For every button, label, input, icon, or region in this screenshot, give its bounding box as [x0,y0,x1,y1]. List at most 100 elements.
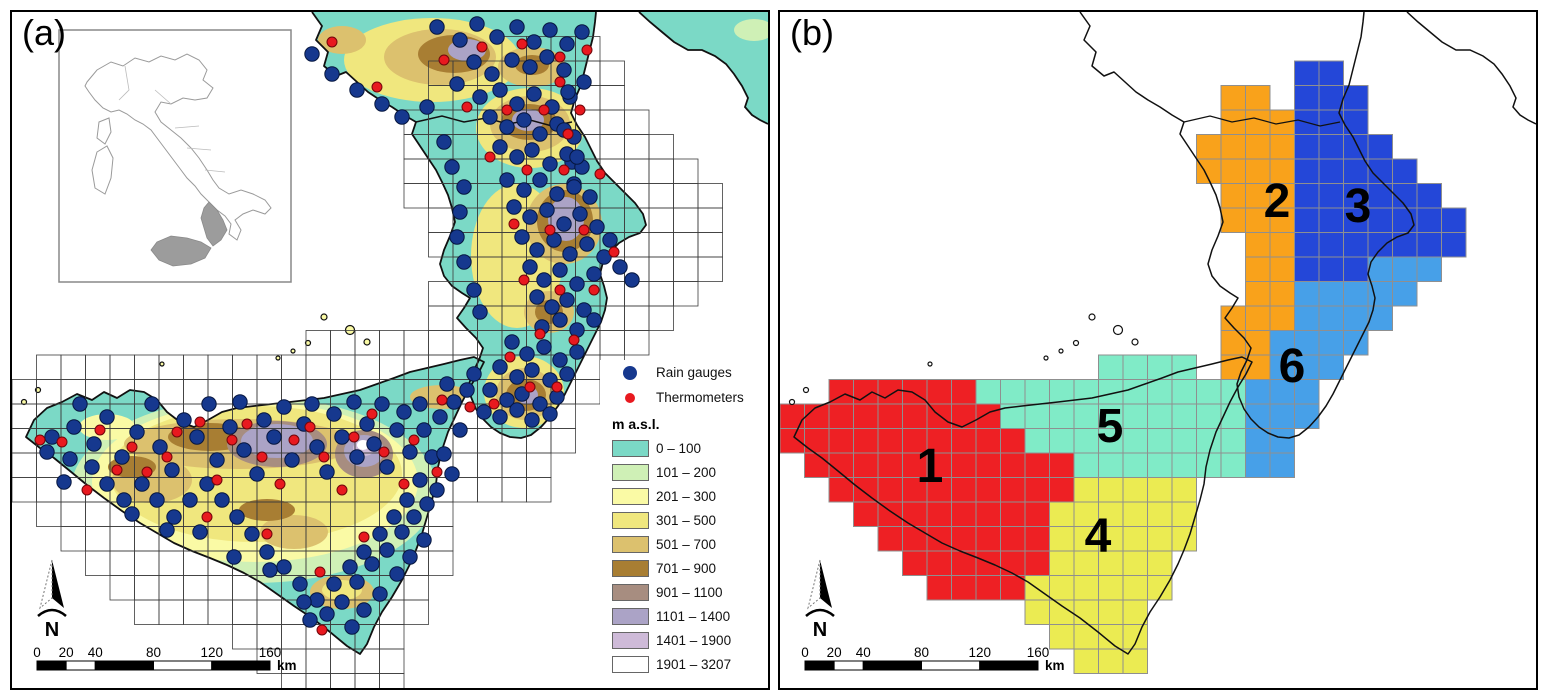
thermometer-dot [318,451,330,463]
scale-tick-label: 0 [33,645,41,660]
rain-gauge-dot [526,34,542,50]
rain-gauge-dot [124,506,140,522]
study-area-calabria [200,201,228,247]
rain-gauge-dot [379,459,395,475]
rain-gauge-dot [586,266,602,282]
italy-outline [84,53,272,241]
rain-gauge-dot [406,509,422,525]
rain-gauge-dot [484,66,500,82]
thermometer-dot [504,351,516,363]
rain-gauge-dot [516,182,532,198]
legend: Rain gauges Thermometers m a.s.l. 0 – 100… [600,360,766,676]
rain-gauge-dot [349,574,365,590]
thermometer-dot [304,421,316,433]
rain-gauge-dot [432,409,448,425]
rain-gauge-dot [572,206,588,222]
elevation-range-label: 101 – 200 [656,464,717,480]
italy-inset-map [58,29,292,283]
thermometer-dot [201,511,213,523]
rain-gauge-dot [394,524,410,540]
rain-gauge-dot [444,466,460,482]
rain-gauge-dot [372,526,388,542]
legend-points: Rain gauges Thermometers [600,360,766,410]
rain-gauge-dot [182,492,198,508]
rain-gauge-dot [356,602,372,618]
thermometer-dot [126,441,138,453]
thermometer-dot [558,164,570,176]
rain-gauge-dot [66,419,82,435]
elevation-range-label: 701 – 900 [656,560,717,576]
rain-gauge-dot [456,254,472,270]
thermometer-dot [81,484,93,496]
elevation-swatch [612,535,649,553]
small-island [1131,338,1139,346]
rain-gauge-dot [56,474,72,490]
rain-gauge-dot [72,396,88,412]
small-island [320,313,328,321]
rain-gauge-dot [236,442,252,458]
rain-gauge-dot [556,62,572,78]
thermometer-dot [544,224,556,236]
thermometer-dot [94,424,106,436]
rain-gauge-dot [276,559,292,575]
rain-gauge-dot [129,424,145,440]
thermometer-legend-icon [625,392,635,403]
rain-gauge-dot [582,189,598,205]
rain-gauge-dot [214,492,230,508]
thermometer-dot [581,44,593,56]
thermometer-dot [316,624,328,636]
legend-point-label: Thermometers [656,390,744,405]
rain-gauge-dot [519,346,535,362]
rain-gauge-dot [189,429,205,445]
rain-gauge-dot [569,276,585,292]
thermometer-dot [501,104,513,116]
rain-gauge-dot [296,594,312,610]
rain-gauge-dot [524,412,540,428]
rain-gauge-dot [586,312,602,328]
rain-gauge-dot [229,509,245,525]
rain-gauge-dot [372,586,388,602]
scale-tick-label: 80 [914,645,929,660]
rain-gauge-dot [226,549,242,565]
rain-gauge-dot [559,36,575,52]
rain-gauge-dot [386,509,402,525]
thermometer-dot [554,51,566,63]
rain-gauge-dot [499,392,515,408]
rain-gauge-dot [364,556,380,572]
rain-gauge-dot [359,416,375,432]
rain-gauge-dot [476,404,492,420]
thermometer-dot [588,284,600,296]
rain-gauge-dot [552,312,568,328]
rain-gauge-dot [416,422,432,438]
thermometer-dot [141,466,153,478]
rain-gauge-dot [509,19,525,35]
puglia-coastline [1406,12,1536,125]
rain-gauge-dot [472,89,488,105]
scale-tick-label: 120 [200,645,223,660]
rain-gauge-dot [439,376,455,392]
rain-gauge-dot [469,16,485,32]
rain-gauge-dot [374,96,390,112]
elevation-range-label: 501 – 700 [656,536,717,552]
thermometer-dot [438,54,450,66]
rain-gauge-dot [576,302,592,318]
rain-gauge-dot [366,436,382,452]
rain-gauge-dot [482,109,498,125]
elevation-range-label: 1401 – 1900 [656,632,732,648]
rain-gauge-dot [176,412,192,428]
rain-gauge-dot [532,126,548,142]
rain-gauge-dot [452,32,468,48]
rain-gauge-dot [144,396,160,412]
small-island [802,386,810,394]
rain-gauge-dot [562,246,578,262]
rain-gauge-dots [39,16,640,635]
thermometer-dot [226,434,238,446]
rain-gauge-dot [429,482,445,498]
rain-gauge-dot [446,394,462,410]
puglia-coastline [638,12,768,125]
rain-gauge-legend-icon [623,365,637,380]
rain-gauge-dot [159,522,175,538]
rain-gauge-dot [529,242,545,258]
rain-gauge-dot [536,272,552,288]
legend-elevation-item: 301 – 500 [600,508,766,532]
